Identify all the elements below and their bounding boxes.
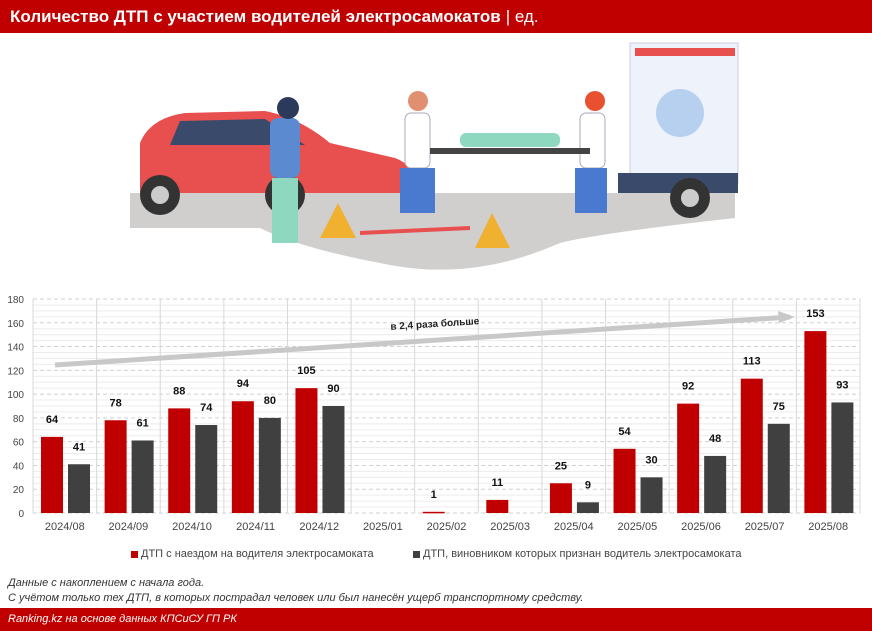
source-footer: Ranking.kz на основе данных КПСиСУ ГП РК <box>0 608 872 631</box>
trend-arrowhead <box>778 311 795 323</box>
data-label: 54 <box>618 426 631 438</box>
y-tick-label: 160 <box>7 319 24 330</box>
y-tick-label: 140 <box>7 343 24 354</box>
data-label: 25 <box>555 460 567 472</box>
bar-red <box>486 499 509 513</box>
x-tick-label: 2024/12 <box>299 521 339 533</box>
data-label: 113 <box>743 356 761 368</box>
y-tick-label: 40 <box>13 461 25 472</box>
x-tick-label: 2025/02 <box>427 521 467 533</box>
y-tick-label: 60 <box>13 438 25 449</box>
x-tick-label: 2025/04 <box>554 521 594 533</box>
data-label: 78 <box>109 397 121 409</box>
legend-item-series-2: ДТП, виновником которых признан водитель… <box>413 548 742 560</box>
accident-illustration <box>130 42 739 270</box>
x-tick-label: 2025/08 <box>808 521 848 533</box>
chart-title-bar: Количество ДТП с участием водителей элек… <box>0 0 872 33</box>
bar-red <box>740 378 763 513</box>
bar-gray <box>322 406 345 513</box>
y-tick-label: 180 <box>7 295 24 306</box>
data-label: 153 <box>806 308 824 320</box>
data-label: 88 <box>173 385 185 397</box>
data-label: 90 <box>327 383 339 395</box>
note-2: С учётом только тех ДТП, в которых постр… <box>8 592 584 604</box>
bar-gray <box>68 464 90 513</box>
y-tick-label: 20 <box>13 485 25 496</box>
bar-red <box>231 401 254 513</box>
x-tick-label: 2024/09 <box>109 521 149 533</box>
y-tick-label: 100 <box>7 390 24 401</box>
bar-red <box>168 408 191 513</box>
bar-gray <box>258 417 281 513</box>
data-label: 61 <box>136 417 148 429</box>
bar-red <box>422 511 445 514</box>
bar-gray <box>195 425 218 513</box>
y-tick-label: 120 <box>7 366 24 377</box>
people-icon <box>270 91 607 243</box>
x-tick-label: 2024/11 <box>236 521 275 533</box>
data-label: 74 <box>200 402 213 414</box>
traffic-cone-icon <box>320 203 510 248</box>
legend-swatch <box>131 550 138 558</box>
y-tick-label: 80 <box>13 414 25 425</box>
x-tick-label: 2025/06 <box>681 521 721 533</box>
x-tick-label: 2025/05 <box>617 521 657 533</box>
data-label: 105 <box>297 365 315 377</box>
bar-red <box>613 448 636 513</box>
legend-label: ДТП с наездом на водителя электросамокат… <box>141 548 374 560</box>
bar-gray <box>831 402 854 513</box>
data-label: 75 <box>773 401 785 413</box>
ambulance-icon <box>618 42 739 218</box>
x-tick-label: 2024/10 <box>172 521 212 533</box>
data-label: 48 <box>709 433 721 445</box>
chart-title: Количество ДТП с участием водителей элек… <box>10 7 501 26</box>
chart-unit: | ед. <box>505 7 539 26</box>
bar-red <box>295 388 318 513</box>
y-tick-label: 0 <box>18 509 24 520</box>
trend-arrow <box>54 314 791 368</box>
bar-gray <box>576 502 599 513</box>
bar-gray <box>640 477 663 513</box>
x-tick-label: 2025/01 <box>363 521 403 533</box>
bar-red <box>104 420 127 513</box>
legend-label: ДТП, виновником которых признан водитель… <box>423 548 742 560</box>
bar-red <box>549 483 572 513</box>
bar-gray <box>704 455 727 513</box>
legend-item-series-1: ДТП с наездом на водителя электросамокат… <box>131 548 374 560</box>
bar-gray <box>131 440 154 513</box>
data-label: 80 <box>264 395 276 407</box>
bar-red <box>677 403 700 513</box>
bar-red <box>804 331 827 513</box>
data-label: 64 <box>46 414 59 426</box>
x-tick-label: 2025/03 <box>490 521 530 533</box>
data-label: 92 <box>682 381 694 393</box>
data-label: 41 <box>73 441 85 453</box>
note-1: Данные с накоплением с начала года. <box>8 577 205 589</box>
data-label: 94 <box>237 378 250 390</box>
data-label: 11 <box>491 477 503 489</box>
bar-red <box>41 436 63 513</box>
x-tick-label: 2024/08 <box>45 521 85 533</box>
data-label: 30 <box>645 454 657 466</box>
notes: Данные с накоплением с начала года. С уч… <box>8 576 584 606</box>
data-label: 9 <box>585 479 591 491</box>
trend-annotation: в 2,4 раза больше <box>390 315 480 333</box>
x-tick-label: 2025/07 <box>745 521 785 533</box>
data-label: 93 <box>836 379 848 391</box>
bar-gray <box>767 423 790 513</box>
legend-swatch <box>413 550 420 558</box>
data-label: 1 <box>431 489 437 501</box>
